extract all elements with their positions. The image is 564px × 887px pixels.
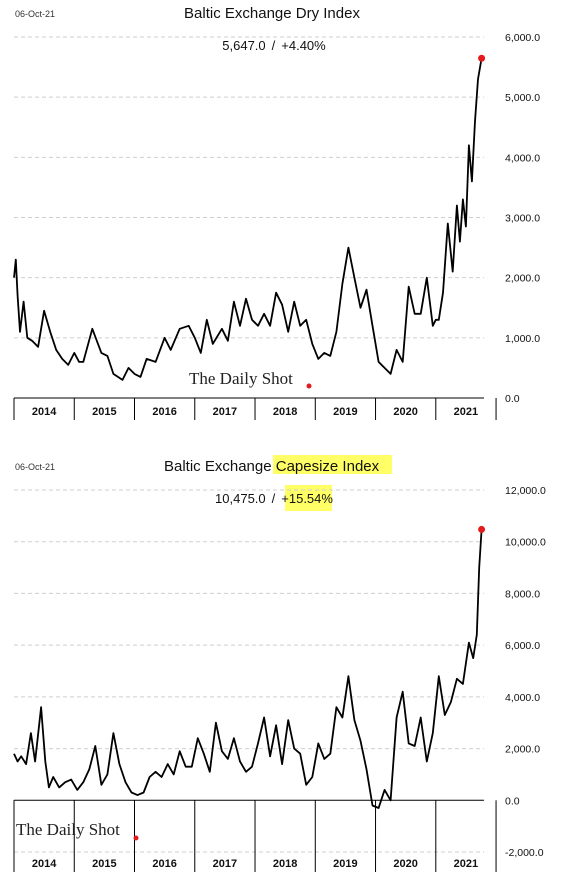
x-tick-label: 2020 — [393, 406, 417, 418]
title-plain: Baltic Exchange — [164, 458, 276, 475]
date-label: 06-Oct-21 — [15, 9, 55, 19]
watermark: The Daily Shot — [16, 820, 139, 841]
x-tick-label: 2014 — [32, 858, 57, 870]
series-path — [13, 529, 483, 809]
percent-change: +4.40% — [281, 38, 326, 53]
x-axis: 2014 2015 2016 2017 2018 2019 2020 2021 — [13, 397, 497, 420]
watermark: The Daily Shot — [189, 369, 312, 389]
x-tick-label: 2019 — [333, 406, 357, 418]
x-tick-label: 2020 — [393, 858, 417, 870]
last-point-marker — [478, 54, 486, 62]
logo-red-dot — [306, 383, 312, 389]
x-tick-label: 2021 — [454, 858, 478, 870]
title-highlighted: Capesize Index — [276, 458, 380, 475]
y-tick-label: 4,000.0 — [505, 152, 540, 164]
y-tick-label: 10,000.0 — [505, 537, 546, 549]
x-tick-label: 2016 — [152, 406, 176, 418]
y-tick-label: 0.0 — [505, 393, 520, 405]
last-value: 5,647.0 — [222, 38, 265, 53]
last-point-marker — [478, 525, 486, 533]
x-axis: 2014 2015 2016 2017 2018 2019 2020 2021 — [13, 799, 497, 872]
logo-red-dot — [133, 835, 139, 841]
y-tick-label: 6,000.0 — [505, 32, 540, 44]
y-tick-label: 2,000.0 — [505, 273, 540, 285]
x-tick-label: 2017 — [213, 858, 237, 870]
chart-subtitle: 5,647.0 / +4.40% — [222, 38, 326, 53]
daily-shot-logo: The Daily Shot — [189, 369, 293, 388]
gridlines — [14, 36, 484, 339]
x-tick-label: 2017 — [213, 406, 237, 418]
y-tick-label: 2,000.0 — [505, 744, 540, 756]
y-tick-label: 0.0 — [505, 795, 520, 807]
series-line — [13, 525, 486, 809]
y-axis: 0.0 1,000.0 2,000.0 3,000.0 4,000.0 5,000.0 6,… — [505, 32, 540, 405]
y-tick-label: 4,000.0 — [505, 692, 540, 704]
chart-title: Baltic Exchange Dry Index — [184, 5, 360, 22]
separator: / — [272, 491, 276, 506]
y-tick-label: 1,000.0 — [505, 333, 540, 345]
chart-title: Baltic Exchange Capesize Index — [164, 458, 380, 475]
capesize-index-chart: 06-Oct-21 Baltic Exchange Capesize Index… — [13, 455, 546, 872]
y-tick-label: 5,000.0 — [505, 92, 540, 104]
x-tick-label: 2015 — [92, 858, 116, 870]
x-tick-label: 2021 — [454, 406, 478, 418]
y-tick-label: -2,000.0 — [505, 847, 544, 859]
daily-shot-logo: The Daily Shot — [16, 820, 120, 839]
change-highlight — [285, 485, 332, 511]
gridlines — [14, 489, 484, 853]
x-tick-label: 2018 — [273, 406, 297, 418]
separator: / — [272, 38, 276, 53]
title-highlight — [273, 455, 392, 474]
last-value: 10,475.0 — [215, 491, 266, 506]
y-tick-label: 12,000.0 — [505, 485, 546, 497]
series-path — [13, 58, 483, 381]
series-line — [13, 54, 486, 381]
chart-subtitle: 10,475.0 / +15.54% — [215, 491, 333, 506]
y-axis: -2,000.0 0.0 2,000.0 4,000.0 6,000.0 8,000.0 1… — [505, 485, 546, 859]
x-tick-label: 2015 — [92, 406, 116, 418]
y-tick-label: 6,000.0 — [505, 640, 540, 652]
y-tick-label: 8,000.0 — [505, 588, 540, 600]
x-tick-label: 2018 — [273, 858, 297, 870]
dry-index-chart: 06-Oct-21 Baltic Exchange Dry Index 5,64… — [13, 5, 540, 420]
percent-change: +15.54% — [281, 491, 333, 506]
y-tick-label: 3,000.0 — [505, 213, 540, 225]
date-label: 06-Oct-21 — [15, 462, 55, 472]
x-tick-label: 2016 — [152, 858, 176, 870]
x-tick-label: 2019 — [333, 858, 357, 870]
x-tick-label: 2014 — [32, 406, 57, 418]
